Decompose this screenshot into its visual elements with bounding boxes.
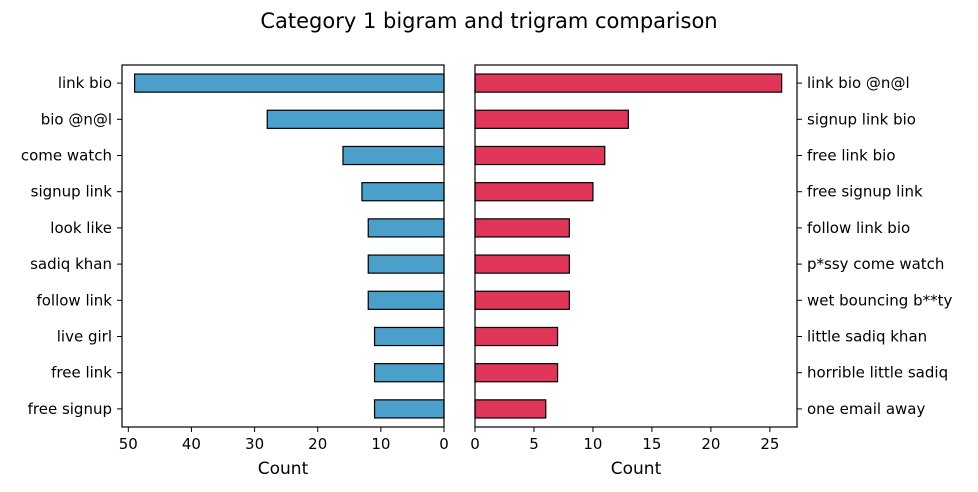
- x-tick-label: 25: [760, 435, 779, 453]
- x-tick-label: 50: [119, 435, 138, 453]
- category-label: wet bouncing b**ty: [807, 291, 952, 309]
- bar: [342, 145, 445, 166]
- bar: [474, 290, 570, 310]
- x-tick-label: 0: [439, 435, 449, 453]
- category-label: free signup link: [807, 183, 923, 201]
- bar: [367, 290, 445, 310]
- category-label: p*ssy come watch: [807, 255, 944, 273]
- bar: [474, 73, 783, 93]
- category-label: signup link bio: [807, 110, 916, 128]
- x-axis-label: Count: [258, 459, 309, 479]
- plot-frame: [474, 64, 798, 428]
- bar: [367, 218, 445, 238]
- bar: [474, 399, 547, 419]
- bar: [134, 73, 445, 93]
- category-label: follow link bio: [807, 219, 910, 237]
- x-tick-label: 20: [308, 435, 327, 453]
- x-tick-label: 30: [245, 435, 264, 453]
- bar: [474, 254, 570, 274]
- bar: [474, 326, 559, 347]
- category-label: horrible little sadiq: [807, 364, 948, 382]
- x-tick-label: 0: [470, 435, 480, 453]
- category-label: sadiq khan: [30, 255, 112, 273]
- x-axis-label: Count: [611, 459, 662, 479]
- category-label: signup link: [31, 183, 113, 201]
- x-tick-label: 5: [529, 435, 539, 453]
- bar: [474, 145, 606, 166]
- x-tick-label: 40: [182, 435, 201, 453]
- bar: [474, 218, 570, 238]
- bar: [474, 182, 594, 202]
- x-tick-label: 10: [583, 435, 602, 453]
- bar: [474, 109, 629, 129]
- bar: [266, 109, 445, 129]
- category-label: come watch: [21, 147, 112, 165]
- category-label: one email away: [807, 400, 925, 418]
- category-label: bio @n@l: [41, 110, 112, 128]
- x-tick-label: 10: [371, 435, 390, 453]
- plot-frame: [121, 64, 445, 428]
- category-label: little sadiq khan: [807, 328, 927, 346]
- category-label: free signup: [28, 400, 112, 418]
- x-tick-label: 15: [642, 435, 661, 453]
- bar: [373, 363, 445, 383]
- bar: [367, 254, 445, 274]
- bar: [361, 182, 445, 202]
- x-tick-label: 20: [701, 435, 720, 453]
- category-label: link bio: [58, 74, 112, 92]
- category-label: follow link: [36, 291, 112, 309]
- category-label: link bio @n@l: [807, 74, 910, 92]
- bar: [373, 399, 445, 419]
- category-label: free link: [51, 364, 112, 382]
- bar: [474, 363, 559, 383]
- category-label: free link bio: [807, 147, 896, 165]
- category-label: look like: [50, 219, 112, 237]
- category-label: live girl: [57, 328, 112, 346]
- bar: [373, 326, 445, 347]
- chart-title: Category 1 bigram and trigram comparison: [260, 9, 717, 33]
